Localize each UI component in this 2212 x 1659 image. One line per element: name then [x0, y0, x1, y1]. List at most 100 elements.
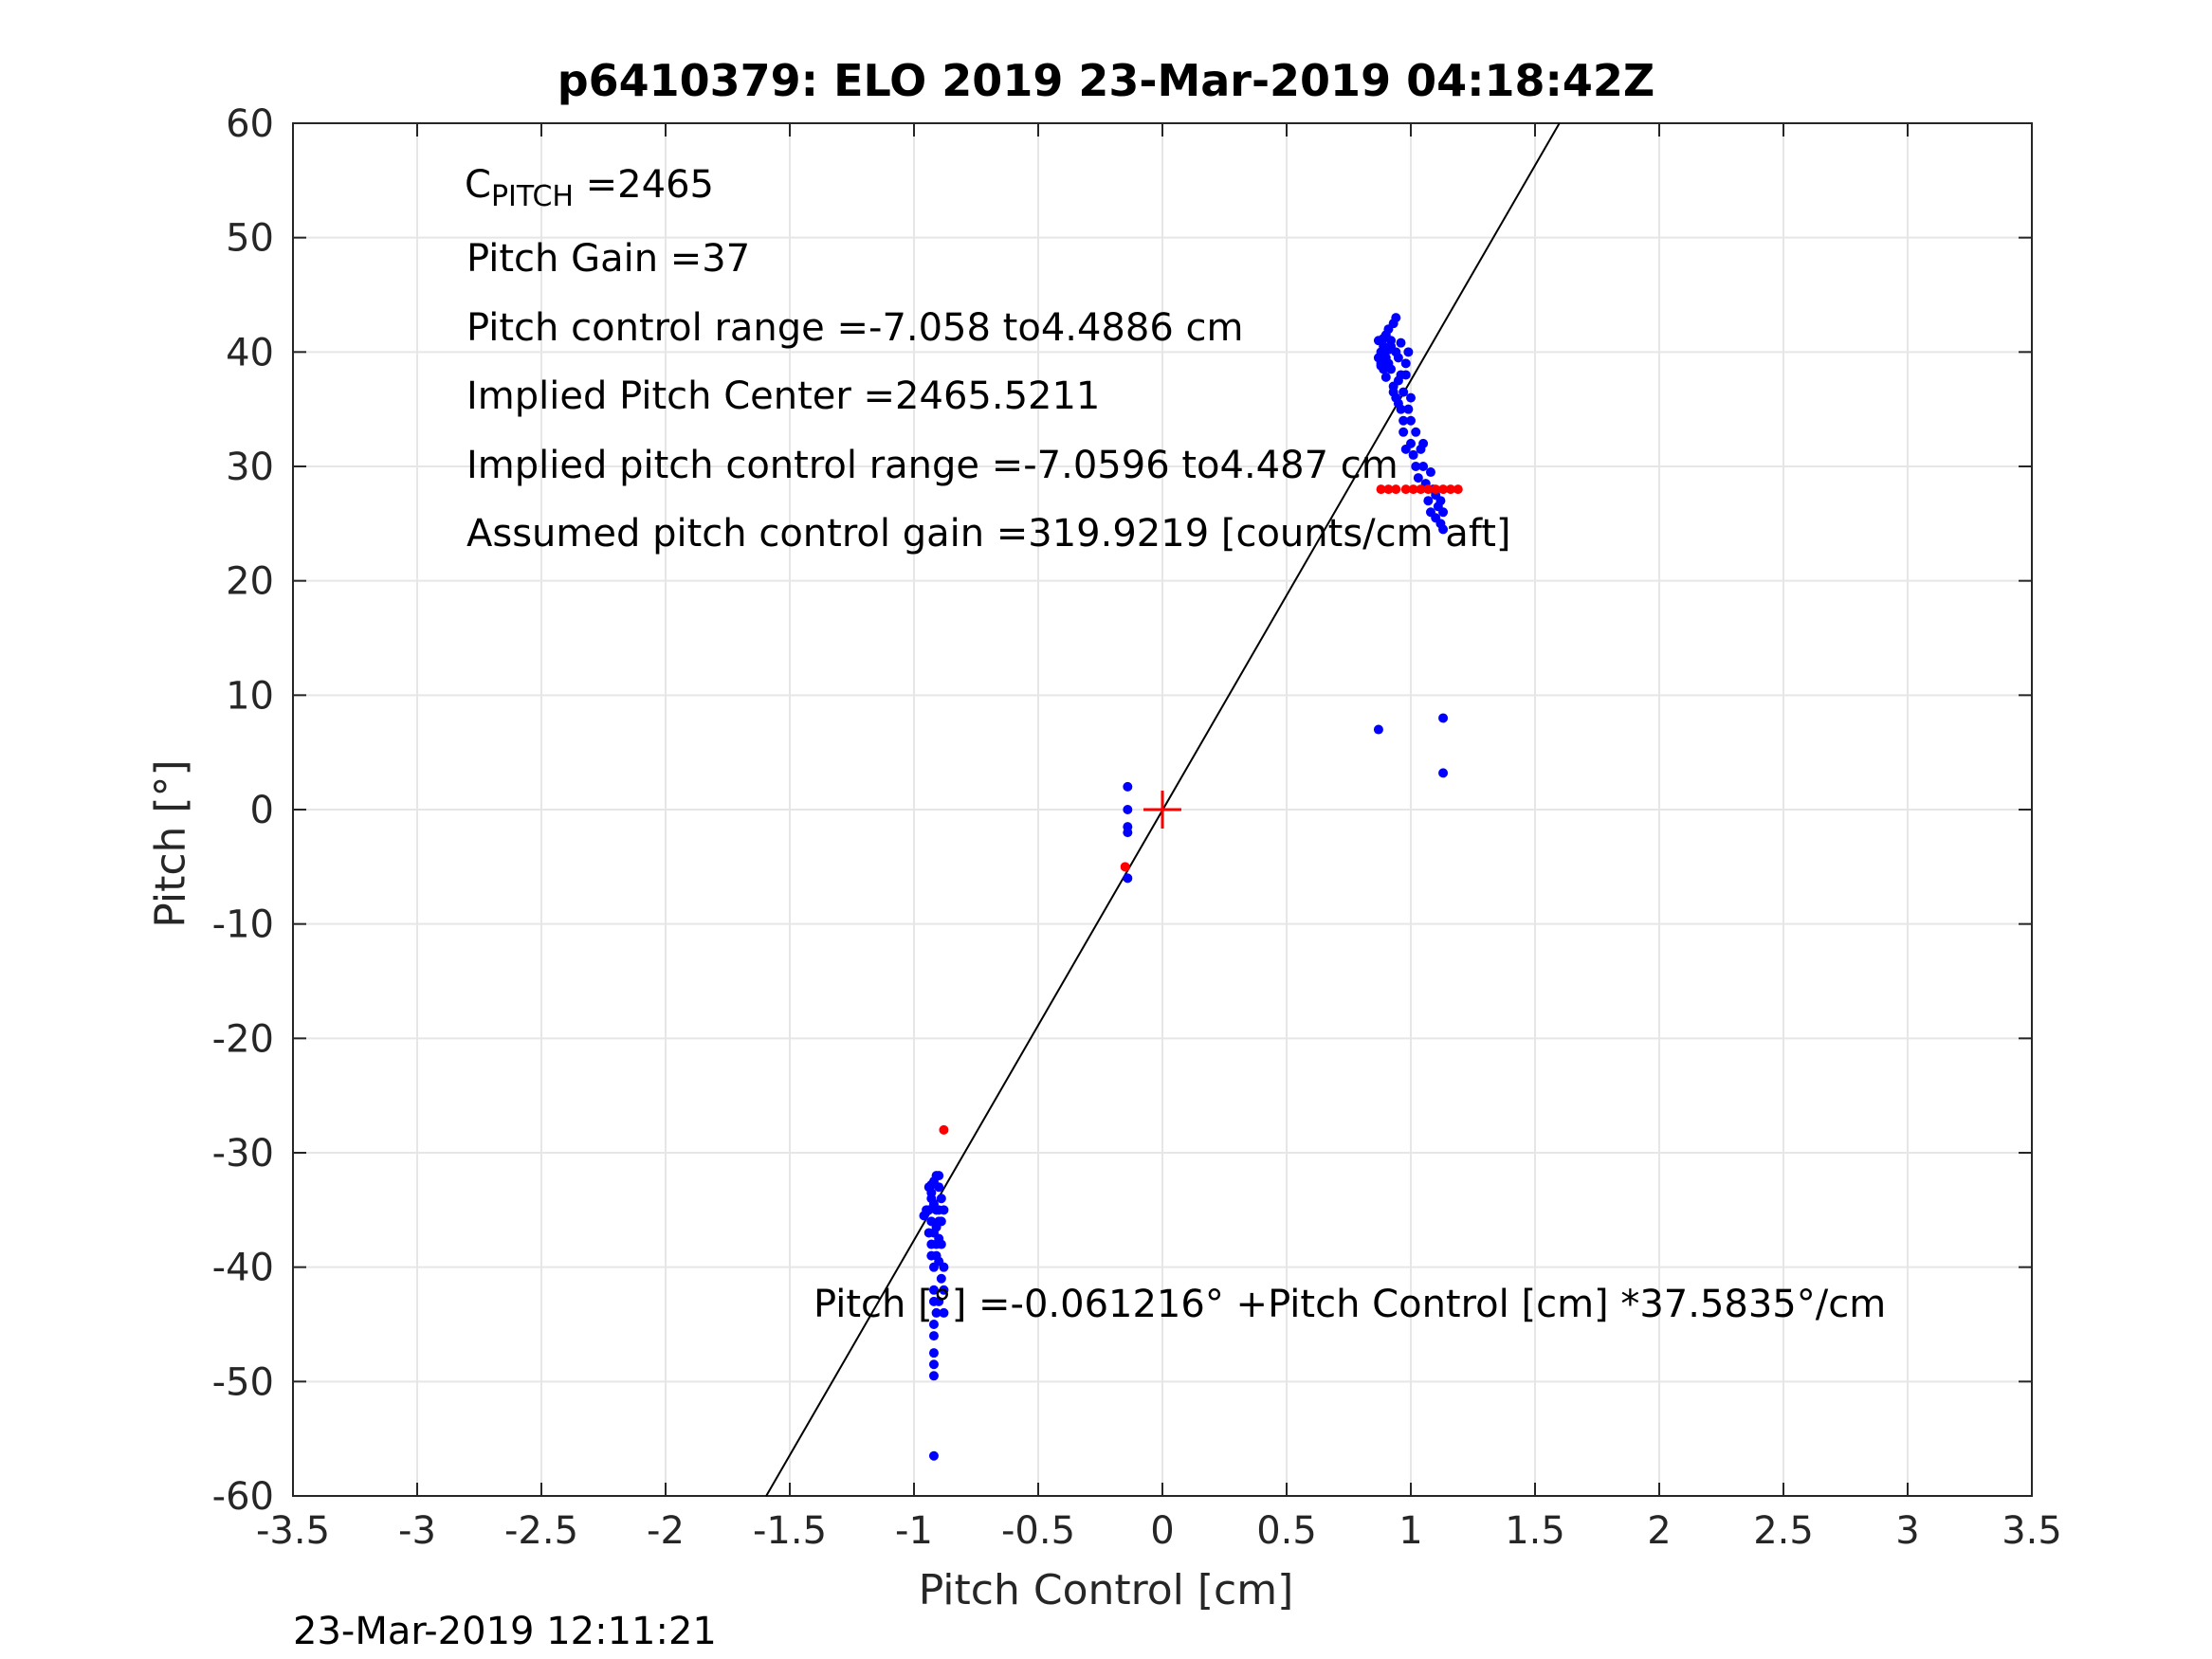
blue-data-point [1418, 462, 1429, 471]
y-tick-label: -30 [212, 1132, 274, 1176]
blue-data-point [928, 1371, 939, 1381]
blue-data-point [1383, 344, 1394, 355]
blue-data-point [928, 1348, 939, 1358]
x-tick-label: 2 [1647, 1509, 1671, 1553]
blue-data-point [936, 1194, 946, 1204]
cpitch-symbol: C [465, 163, 491, 207]
blue-data-point [1408, 449, 1418, 460]
y-tick-label: 40 [226, 331, 274, 374]
blue-data-point [934, 1171, 944, 1181]
x-tick-label: 3 [1895, 1509, 1919, 1553]
blue-data-point [1393, 398, 1403, 409]
blue-data-point [1398, 387, 1409, 397]
y-tick-label: 60 [226, 102, 274, 146]
x-tick-label: 1 [1398, 1509, 1422, 1553]
blue-data-point [1411, 462, 1421, 471]
x-tick-label: 0 [1150, 1509, 1174, 1553]
blue-data-point [1438, 507, 1449, 518]
red-data-point [1445, 484, 1455, 495]
x-tick-label: -2 [647, 1509, 685, 1553]
blue-data-point [928, 1296, 939, 1306]
blue-data-point [1400, 358, 1411, 369]
red-data-point [1438, 484, 1449, 495]
y-tick-label: 10 [226, 674, 274, 718]
control-range-annotation: Pitch control range =-7.058 to4.4886 cm [466, 306, 1244, 350]
red-data-point [1423, 484, 1434, 495]
blue-data-point [1403, 404, 1414, 414]
red-data-point [1376, 484, 1386, 495]
x-tick-label: 2.5 [1753, 1509, 1814, 1553]
implied-center-annotation: Implied Pitch Center =2465.5211 [466, 374, 1101, 418]
x-tick-label: 1.5 [1505, 1509, 1565, 1553]
blue-data-point [926, 1239, 937, 1249]
blue-data-point [1383, 358, 1394, 369]
blue-data-point [934, 1233, 944, 1244]
blue-data-point [939, 1307, 949, 1318]
red-data-point [1120, 862, 1130, 872]
chart-title: p6410379: ELO 2019 23-Mar-2019 04:18:42Z [557, 55, 1655, 106]
red-data-point [1408, 484, 1418, 495]
blue-data-point [1418, 438, 1429, 448]
red-data-point [1416, 484, 1426, 495]
blue-data-point [1406, 438, 1416, 448]
blue-data-point [939, 1205, 949, 1215]
blue-data-point [919, 1211, 929, 1221]
blue-data-point [1406, 415, 1416, 426]
assumed-gain-annotation: Assumed pitch control gain =319.9219 [co… [466, 512, 1511, 556]
y-tick-label: 50 [226, 217, 274, 261]
axes [292, 122, 2033, 1497]
blue-data-point [1423, 496, 1434, 506]
red-data-point [1400, 484, 1411, 495]
blue-data-point [928, 1450, 939, 1461]
cpitch-subscript: PITCH [490, 180, 574, 213]
blue-data-point [1400, 370, 1411, 380]
cpitch-annotation: CPITCH =2465 [465, 163, 714, 213]
x-tick-label: 3.5 [2002, 1509, 2062, 1553]
red-data-point [939, 1124, 949, 1135]
y-tick-label: -10 [212, 903, 274, 947]
red-data-point [1391, 484, 1401, 495]
blue-data-point [928, 1359, 939, 1370]
blue-data-point [926, 1179, 937, 1190]
blue-data-point [1391, 347, 1401, 357]
blue-data-point [928, 1331, 939, 1341]
y-tick-label: -40 [212, 1247, 274, 1290]
blue-data-point [1123, 873, 1133, 884]
blue-data-point [1386, 336, 1397, 346]
blue-data-point [1413, 473, 1423, 483]
blue-data-point [928, 1285, 939, 1295]
center-marker-group [1143, 791, 1181, 829]
blue-data-point [931, 1307, 941, 1318]
red-data-point [1431, 484, 1441, 495]
x-axis-label: Pitch Control [cm] [918, 1566, 1294, 1614]
blue-data-point [936, 1216, 946, 1227]
red-data-point [1453, 484, 1463, 495]
blue-data-point [1373, 353, 1383, 363]
blue-data-point [926, 1188, 937, 1198]
axes-box [292, 122, 2033, 1497]
points-group [919, 313, 1463, 1461]
tick-labels: -3.5 -3 -2.5 -2 -1.5 -1 -0.5 0 0.5 1 1.5 2 2.5 3 3.5 60… [212, 102, 2062, 1553]
y-tick-label: -50 [212, 1360, 274, 1404]
blue-data-point [1398, 427, 1409, 437]
blue-data-point [1379, 333, 1389, 343]
timestamp: 23-Mar-2019 12:11:21 [293, 1610, 717, 1653]
blue-data-point [1380, 372, 1391, 382]
blue-data-point [928, 1320, 939, 1329]
blue-data-point [1396, 337, 1406, 348]
blue-data-point [1376, 360, 1386, 371]
pitch-gain-annotation: Pitch Gain =37 [466, 237, 751, 281]
blue-data-point [934, 1256, 944, 1267]
blue-data-point [1438, 524, 1449, 535]
fit-equation-annotation: Pitch [°] =-0.061216° +Pitch Control [cm… [814, 1283, 1887, 1326]
blue-data-point [1388, 387, 1398, 397]
blue-data-point [1431, 513, 1441, 523]
blue-data-point [1438, 713, 1449, 723]
blue-data-point [934, 1182, 944, 1193]
blue-data-point [1425, 467, 1435, 478]
blue-data-point [936, 1273, 946, 1284]
x-tick-label: -0.5 [1001, 1509, 1075, 1553]
blue-data-point [1411, 427, 1421, 437]
x-tick-label: 0.5 [1256, 1509, 1317, 1553]
blue-data-point [1398, 415, 1409, 426]
